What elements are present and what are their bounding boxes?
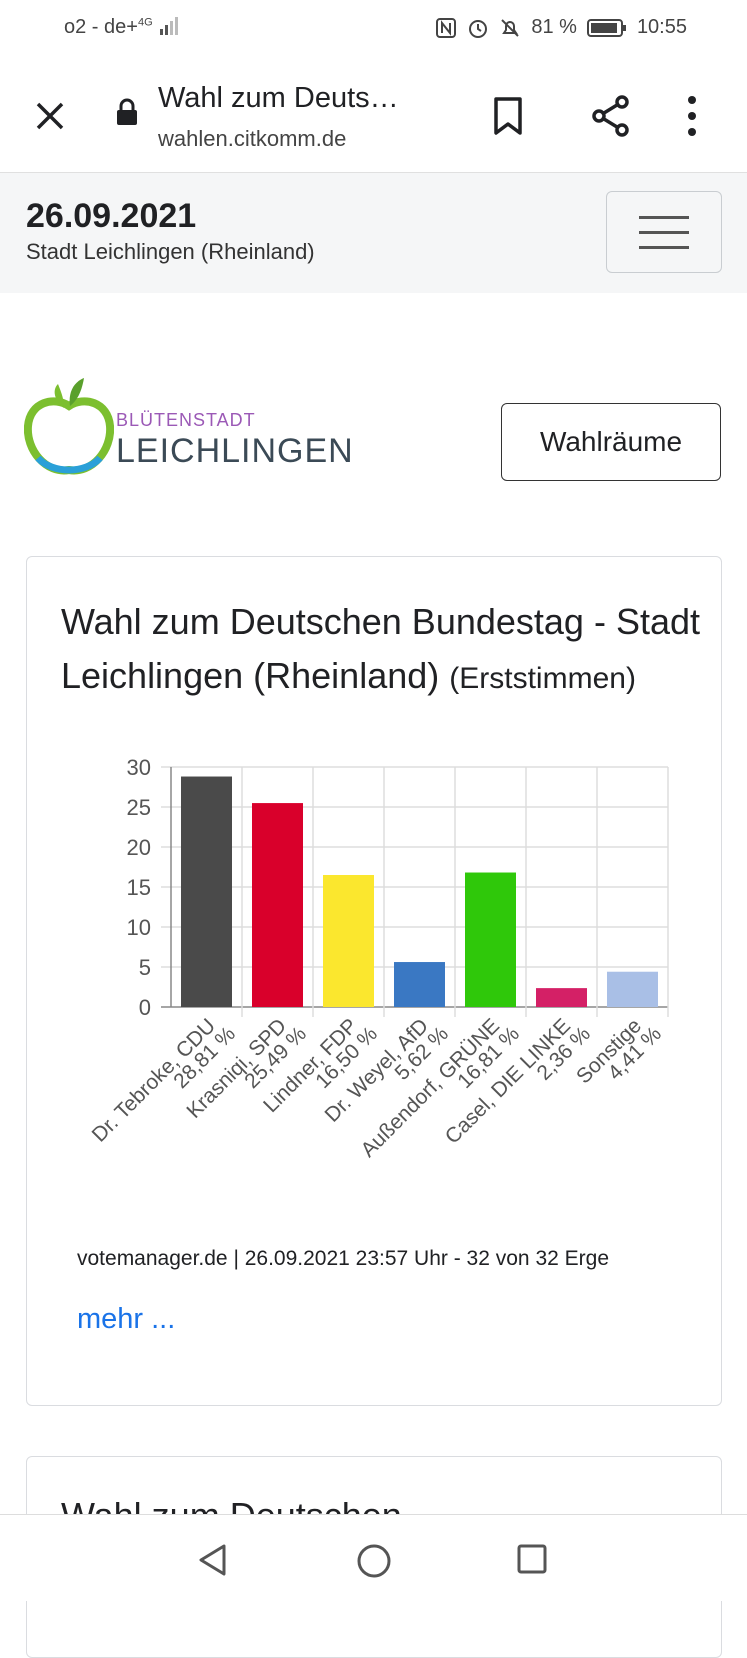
back-icon[interactable] bbox=[196, 1543, 230, 1577]
recents-icon[interactable] bbox=[516, 1543, 548, 1575]
home-icon[interactable] bbox=[356, 1543, 392, 1579]
bar[interactable] bbox=[536, 988, 587, 1007]
election-date: 26.09.2021 bbox=[26, 197, 197, 235]
bar[interactable] bbox=[465, 872, 516, 1007]
card-subtitle: (Erststimmen) bbox=[449, 662, 636, 695]
status-icons: 81 % 10:55 bbox=[435, 16, 687, 39]
bar[interactable] bbox=[323, 875, 374, 1007]
card-title-text: Wahl zum Deutschen Bundestag - Stadt Lei… bbox=[61, 601, 700, 696]
carrier-text: o2 - de+ bbox=[64, 16, 138, 38]
browser-toolbar: Wahl zum Deuts… wahlen.citkomm.de bbox=[0, 58, 747, 173]
y-tick-label: 25 bbox=[127, 795, 151, 820]
more-options-icon[interactable] bbox=[686, 94, 698, 138]
signal-icon bbox=[160, 17, 179, 35]
logo-line2: LEICHLINGEN bbox=[116, 432, 354, 470]
more-link[interactable]: mehr ... bbox=[77, 1303, 176, 1335]
mute-bell-icon bbox=[501, 18, 520, 37]
site-header: 26.09.2021 Stadt Leichlingen (Rheinland) bbox=[0, 173, 747, 293]
menu-line bbox=[639, 246, 689, 249]
logo-line1: BLÜTENSTADT bbox=[116, 410, 256, 430]
network-type: 4G bbox=[137, 16, 153, 29]
city-logo[interactable]: BLÜTENSTADT LEICHLINGEN bbox=[24, 378, 353, 482]
bar[interactable] bbox=[394, 962, 445, 1007]
apple-logo-icon bbox=[24, 378, 114, 475]
lock-icon bbox=[117, 98, 137, 125]
close-icon[interactable] bbox=[30, 96, 70, 136]
source-line: votemanager.de | 26.09.2021 23:57 Uhr - … bbox=[77, 1247, 609, 1270]
clock: 10:55 bbox=[636, 16, 687, 38]
battery-icon bbox=[586, 18, 626, 37]
y-tick-label: 20 bbox=[127, 835, 151, 860]
share-icon[interactable] bbox=[590, 94, 632, 138]
battery-percent: 81 % bbox=[531, 16, 577, 38]
bookmark-icon[interactable] bbox=[492, 96, 524, 136]
system-navigation-bar bbox=[0, 1514, 747, 1601]
page-domain[interactable]: wahlen.citkomm.de bbox=[158, 126, 347, 151]
menu-line bbox=[639, 216, 689, 219]
result-card: Wahl zum Deutschen Bundestag - Stadt Lei… bbox=[26, 556, 722, 1406]
election-place: Stadt Leichlingen (Rheinland) bbox=[26, 239, 315, 264]
y-tick-label: 0 bbox=[139, 995, 151, 1020]
alarm-icon bbox=[469, 19, 488, 38]
bar[interactable] bbox=[607, 971, 658, 1007]
y-tick-label: 30 bbox=[127, 755, 151, 780]
card-title: Wahl zum Deutschen Bundestag - Stadt Lei… bbox=[61, 595, 701, 706]
status-bar: o2 - de+4G 81 % 10:55 bbox=[0, 0, 747, 58]
bar[interactable] bbox=[181, 776, 232, 1007]
bar[interactable] bbox=[252, 803, 303, 1007]
carrier-label: o2 - de+4G bbox=[64, 16, 180, 39]
nfc-icon bbox=[436, 17, 457, 38]
wahlraeume-button[interactable]: Wahlräume bbox=[501, 403, 721, 481]
y-tick-label: 15 bbox=[127, 875, 151, 900]
menu-line bbox=[639, 231, 689, 234]
y-tick-label: 5 bbox=[139, 955, 151, 980]
page-title[interactable]: Wahl zum Deuts… bbox=[158, 82, 399, 114]
hamburger-menu-button[interactable] bbox=[606, 191, 722, 273]
y-tick-label: 10 bbox=[127, 915, 151, 940]
x-tick-label: Dr. Tebroke, CDU bbox=[88, 1014, 220, 1146]
